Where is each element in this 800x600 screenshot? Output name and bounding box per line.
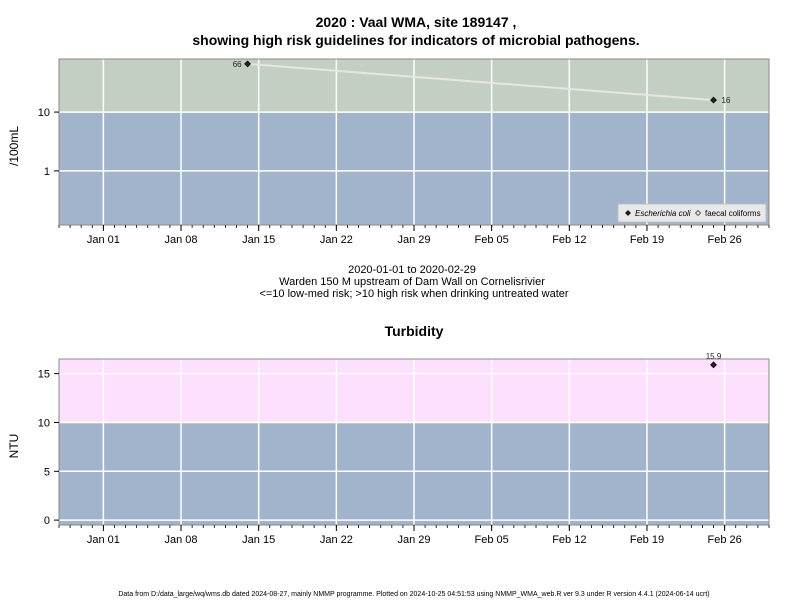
x-tick-label: Jan 29 — [397, 534, 430, 546]
data-label: 15.9 — [706, 352, 722, 361]
data-point — [710, 361, 717, 369]
turbidity-title: Turbidity — [385, 323, 444, 339]
microbial-panel: 1 10 Jan 01 Jan 08 Jan 15 Jan 22 Jan 29 Feb 05 F… — [7, 58, 770, 246]
data-point — [710, 96, 717, 104]
caption-date-range: 2020-01-01 to 2020-02-29 — [348, 264, 476, 276]
y-tick-label: 15 — [38, 369, 50, 381]
x-tick-label: Jan 08 — [165, 534, 198, 546]
chart-title-line2: showing high risk guidelines for indicat… — [192, 32, 639, 48]
caption-site: Warden 150 M upstream of Dam Wall on Cor… — [279, 276, 545, 288]
legend-box — [617, 203, 767, 223]
caption-risk: <=10 low-med risk; >10 high risk when dr… — [259, 288, 568, 300]
footer-note: Data from D:/data_large/wq/wms.db dated … — [118, 591, 709, 598]
x-tick-label: Jan 22 — [320, 534, 353, 546]
x-tick-label: Jan 15 — [242, 234, 275, 246]
x-tick-label: Feb 12 — [552, 234, 586, 246]
legend-marker — [625, 210, 631, 216]
x-tick-label: Jan 08 — [165, 234, 198, 246]
y-tick-label: 5 — [44, 466, 50, 478]
legend-label: faecal coliforms — [705, 209, 761, 218]
y-tick-label: 1 — [44, 166, 50, 178]
x-tick-label: Jan 29 — [397, 234, 430, 246]
x-tick-label: Feb 26 — [708, 234, 742, 246]
x-tick-label: Jan 01 — [87, 234, 120, 246]
y-axis-label: NTU — [7, 434, 21, 459]
chart-title-line1: 2020 : Vaal WMA, site 189147 , — [316, 14, 517, 30]
x-tick-label: Feb 12 — [552, 534, 586, 546]
y-tick-label: 10 — [38, 107, 50, 119]
x-tick-label: Feb 19 — [630, 234, 664, 246]
x-tick-label: Feb 05 — [475, 534, 509, 546]
y-axis-label: /100mL — [7, 126, 21, 166]
x-tick-label: Feb 26 — [708, 534, 742, 546]
x-tick-label: Jan 01 — [87, 534, 120, 546]
data-label: 16 — [722, 96, 731, 105]
x-tick-label: Jan 15 — [242, 534, 275, 546]
turbidity-panel: 0 5 10 15 Jan 01 Jan 08 Jan 15 Jan 22 Jan 29 Feb … — [7, 352, 770, 546]
x-tick-label: Feb 05 — [475, 234, 509, 246]
legend-label: Escherichia coli — [635, 209, 691, 218]
y-tick-label: 0 — [44, 515, 50, 527]
data-point — [244, 60, 252, 68]
y-tick-label: 10 — [38, 417, 50, 429]
x-tick-label: Jan 22 — [320, 234, 353, 246]
series-line-0 — [247, 62, 714, 102]
data-label: 66 — [233, 60, 242, 69]
legend-marker — [695, 210, 701, 216]
x-tick-label: Feb 19 — [630, 534, 664, 546]
